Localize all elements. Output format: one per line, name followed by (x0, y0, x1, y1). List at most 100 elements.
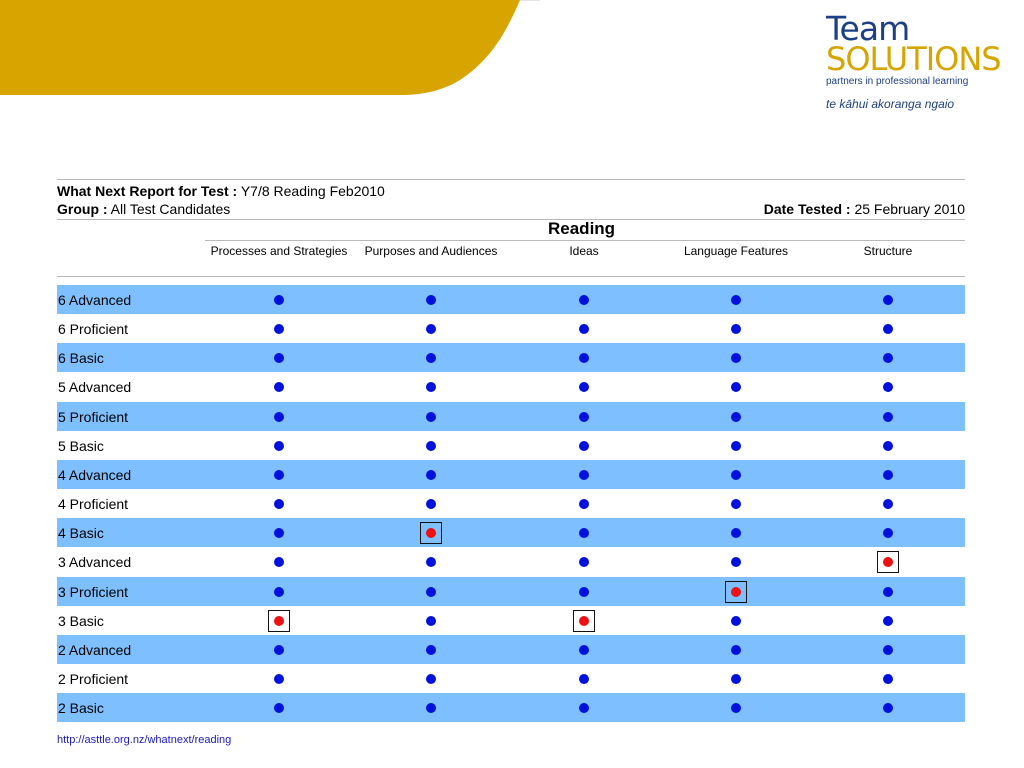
blue-dot-icon (426, 644, 436, 655)
date-tested-label: Date Tested : (763, 201, 851, 217)
header-rule-mid (57, 219, 965, 220)
row-label: 3 Basic (58, 612, 104, 629)
table-row: 6 Proficient (57, 314, 965, 343)
blue-dot-icon (426, 324, 436, 335)
logo-tagline: partners in professional learning (826, 76, 969, 87)
blue-dot-icon (426, 557, 436, 568)
table-row: 3 Proficient (57, 576, 965, 606)
grid-cell (725, 314, 747, 343)
grid-cell (725, 402, 747, 431)
blue-dot-icon (731, 382, 741, 393)
grid-cell (420, 372, 442, 401)
blue-dot-icon (731, 499, 741, 509)
blue-dot-icon (883, 469, 893, 480)
blue-dot-icon (883, 295, 893, 305)
row-label: 3 Proficient (58, 583, 129, 600)
grid-cell (725, 431, 747, 460)
highlight-box (573, 609, 595, 632)
grid-cell (877, 431, 899, 460)
grid-cell (573, 372, 595, 401)
column-header: Ideas (569, 244, 599, 258)
grid-cell (877, 664, 899, 693)
footer-link[interactable]: http://asttle.org.nz/whatnext/reading (57, 734, 232, 746)
team-solutions-logo: Team SOLUTIONS partners in professional … (826, 12, 1002, 111)
highlight-box (268, 609, 290, 632)
blue-dot-icon (274, 703, 284, 714)
table-row: 3 Basic (57, 606, 965, 635)
table-row: 5 Advanced (57, 372, 965, 401)
grid-cell (268, 460, 290, 489)
grid-cell (268, 314, 290, 343)
blue-dot-icon (883, 440, 893, 451)
red-dot-icon (883, 557, 893, 568)
grid-cell (268, 577, 290, 606)
header-rule-top (57, 179, 965, 180)
blue-dot-icon (883, 528, 893, 539)
blue-dot-icon (883, 586, 893, 597)
row-label: 4 Advanced (58, 466, 132, 483)
grid-cell (420, 547, 442, 576)
blue-dot-icon (274, 499, 284, 509)
blue-dot-icon (274, 324, 284, 335)
blue-dot-icon (579, 382, 589, 393)
blue-dot-icon (579, 499, 589, 509)
red-dot-icon (579, 615, 589, 626)
grid-cell (268, 285, 290, 314)
group-label: Group : (57, 201, 108, 217)
grid-cell (573, 635, 595, 664)
blue-dot-icon (731, 295, 741, 305)
row-label: 2 Advanced (58, 641, 132, 658)
grid-cell (877, 314, 899, 343)
blue-dot-icon (731, 644, 741, 655)
blue-dot-icon (731, 528, 741, 539)
blue-dot-icon (274, 353, 284, 364)
table-row: 4 Advanced (57, 459, 965, 489)
grid-cell (877, 372, 899, 401)
table-row: 4 Proficient (57, 489, 965, 518)
blue-dot-icon (883, 703, 893, 714)
blue-dot-icon (731, 557, 741, 568)
blue-dot-icon (579, 557, 589, 568)
grid-cell (725, 489, 747, 518)
grid-cell (268, 402, 290, 431)
grid-cell (268, 547, 290, 576)
blue-dot-icon (426, 295, 436, 305)
blue-dot-icon (731, 411, 741, 422)
blue-dot-icon (274, 440, 284, 451)
grid-cell (725, 372, 747, 401)
blue-dot-icon (274, 411, 284, 422)
blue-dot-icon (274, 469, 284, 480)
grid-cell (877, 489, 899, 518)
marked-cell (877, 547, 899, 576)
column-header: Purposes and Audiences (364, 244, 498, 258)
grid-cell (573, 343, 595, 372)
row-label: 5 Advanced (58, 379, 132, 396)
column-header: Processes and Strategies (210, 244, 348, 258)
decorative-banner (0, 0, 540, 95)
row-label: 5 Proficient (58, 408, 129, 425)
grid-cell (573, 547, 595, 576)
grid-cell (877, 285, 899, 314)
blue-dot-icon (883, 411, 893, 422)
row-label: 5 Basic (58, 437, 104, 454)
grid-cell (420, 577, 442, 606)
highlight-box (420, 522, 442, 545)
grid-cell (877, 693, 899, 722)
grid-cell (420, 460, 442, 489)
blue-dot-icon (579, 586, 589, 597)
blue-dot-icon (579, 528, 589, 539)
blue-dot-icon (731, 615, 741, 626)
row-label: 2 Basic (58, 700, 104, 717)
grid-cell (877, 606, 899, 635)
grid-cell (877, 518, 899, 547)
grid-cell (573, 518, 595, 547)
blue-dot-icon (883, 674, 893, 684)
grid-cell (268, 489, 290, 518)
table-row: 2 Basic (57, 693, 965, 723)
blue-dot-icon (274, 382, 284, 393)
blue-dot-icon (883, 382, 893, 393)
grid-cell (420, 402, 442, 431)
grid-cell (268, 431, 290, 460)
blue-dot-icon (731, 353, 741, 364)
group-value: All Test Candidates (110, 201, 231, 217)
